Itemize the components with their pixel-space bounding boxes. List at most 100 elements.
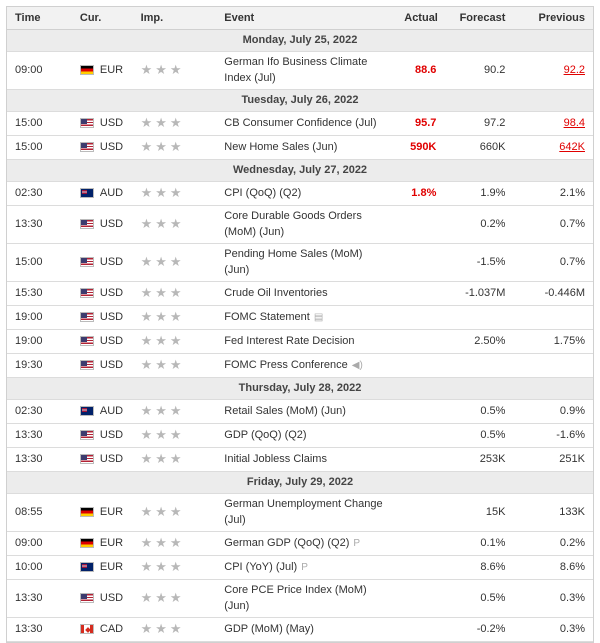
event-title[interactable]: German Ifo Business Climate Index (Jul) xyxy=(224,56,368,84)
event-row[interactable]: 13:30 USD ★★★ Core Durable Goods Orders … xyxy=(7,205,593,244)
preliminary-icon[interactable]: P xyxy=(301,561,308,573)
header-event[interactable]: Event xyxy=(216,7,397,30)
event-name[interactable]: GDP (MoM) (May) xyxy=(216,617,397,642)
event-title[interactable]: CB Consumer Confidence (Jul) xyxy=(224,117,377,129)
header-forecast[interactable]: Forecast xyxy=(444,7,514,30)
event-row[interactable]: 02:30 AUD ★★★ Retail Sales (MoM) (Jun) 0… xyxy=(7,399,593,424)
event-time: 09:00 xyxy=(7,51,72,90)
event-previous: 0.2% xyxy=(513,531,593,556)
economic-calendar: Time Cur. Imp. Event Actual Forecast Pre… xyxy=(6,6,594,643)
event-title[interactable]: Retail Sales (MoM) (Jun) xyxy=(224,405,346,417)
event-row[interactable]: 08:55 EUR ★★★ German Unemployment Change… xyxy=(7,493,593,532)
event-currency: USD xyxy=(71,423,133,448)
event-row[interactable]: 19:00 USD ★★★ FOMC Statement ▤ xyxy=(7,305,593,330)
event-title[interactable]: FOMC Press Conference xyxy=(224,358,348,371)
event-time: 15:00 xyxy=(7,243,72,282)
event-name[interactable]: GDP (QoQ) (Q2) xyxy=(216,423,397,448)
event-name[interactable]: CPI (YoY) (Jul) P xyxy=(216,555,397,580)
header-importance[interactable]: Imp. xyxy=(132,7,217,30)
event-title[interactable]: Core Durable Goods Orders (MoM) (Jun) xyxy=(224,210,362,238)
country-flag-icon xyxy=(79,336,94,346)
event-actual: 95.7 xyxy=(396,111,445,136)
event-title[interactable]: Initial Jobless Claims xyxy=(224,453,327,465)
event-title[interactable]: CPI (YoY) (Jul) xyxy=(224,560,298,573)
document-icon[interactable]: ▤ xyxy=(313,311,324,323)
event-forecast: 1.9% xyxy=(444,181,514,206)
previous-value: 0.3% xyxy=(559,623,585,635)
event-title[interactable]: Crude Oil Inventories xyxy=(224,287,328,299)
event-name[interactable]: FOMC Statement ▤ xyxy=(216,305,397,330)
event-currency: EUR xyxy=(71,531,133,556)
event-currency: CAD xyxy=(71,617,133,642)
event-name[interactable]: German GDP (QoQ) (Q2) P xyxy=(216,531,397,556)
speaker-icon[interactable]: ◀) xyxy=(351,359,363,371)
importance-stars-icon: ★★★ xyxy=(140,356,185,372)
event-title[interactable]: CPI (QoQ) (Q2) xyxy=(224,187,302,199)
event-row[interactable]: 10:00 EUR ★★★ CPI (YoY) (Jul) P 8.6% 8.6% xyxy=(7,555,593,580)
event-name[interactable]: Pending Home Sales (MoM) (Jun) xyxy=(216,243,397,282)
event-title[interactable]: Fed Interest Rate Decision xyxy=(224,335,355,347)
event-title[interactable]: GDP (MoM) (May) xyxy=(224,623,314,635)
event-row[interactable]: 19:00 USD ★★★ Fed Interest Rate Decision… xyxy=(7,329,593,354)
event-importance: ★★★ xyxy=(132,423,217,448)
country-flag-icon xyxy=(79,257,94,267)
event-row[interactable]: 15:30 USD ★★★ Crude Oil Inventories -1.0… xyxy=(7,281,593,306)
event-row[interactable]: 15:00 USD ★★★ New Home Sales (Jun) 590K … xyxy=(7,135,593,160)
event-actual xyxy=(396,305,445,330)
event-title[interactable]: FOMC Statement xyxy=(224,310,310,323)
event-row[interactable]: 13:30 CAD ★★★ GDP (MoM) (May) -0.2% 0.3% xyxy=(7,617,593,642)
event-name[interactable]: Fed Interest Rate Decision xyxy=(216,329,397,354)
event-previous: 98.4 xyxy=(513,111,593,136)
previous-value: 1.75% xyxy=(553,335,585,347)
event-row[interactable]: 19:30 USD ★★★ FOMC Press Conference ◀) xyxy=(7,353,593,378)
event-row[interactable]: 09:00 EUR ★★★ German GDP (QoQ) (Q2) P 0.1… xyxy=(7,531,593,556)
event-name[interactable]: CB Consumer Confidence (Jul) xyxy=(216,111,397,136)
event-title[interactable]: Pending Home Sales (MoM) (Jun) xyxy=(224,248,363,276)
event-row[interactable]: 15:00 USD ★★★ CB Consumer Confidence (Ju… xyxy=(7,111,593,136)
previous-value: 0.2% xyxy=(559,537,585,549)
event-time: 13:30 xyxy=(7,423,72,448)
event-name[interactable]: Initial Jobless Claims xyxy=(216,447,397,472)
importance-stars-icon: ★★★ xyxy=(140,332,185,348)
event-title[interactable]: German Unemployment Change (Jul) xyxy=(224,498,383,526)
previous-value: 2.1% xyxy=(559,187,585,199)
header-previous[interactable]: Previous xyxy=(513,7,593,30)
event-title[interactable]: New Home Sales (Jun) xyxy=(224,141,338,153)
event-previous: 2.1% xyxy=(513,181,593,206)
currency-code: EUR xyxy=(99,64,124,76)
header-currency[interactable]: Cur. xyxy=(71,7,133,30)
event-title[interactable]: German GDP (QoQ) (Q2) xyxy=(224,536,350,549)
event-name[interactable]: German Ifo Business Climate Index (Jul) xyxy=(216,51,397,90)
event-name[interactable]: CPI (QoQ) (Q2) xyxy=(216,181,397,206)
event-forecast: -0.2% xyxy=(444,617,514,642)
event-name[interactable]: Core PCE Price Index (MoM) (Jun) xyxy=(216,579,397,618)
importance-stars-icon: ★★★ xyxy=(140,450,185,466)
event-name[interactable]: New Home Sales (Jun) xyxy=(216,135,397,160)
event-actual xyxy=(396,555,445,580)
preliminary-icon[interactable]: P xyxy=(353,537,361,549)
event-importance: ★★★ xyxy=(132,51,217,90)
event-row[interactable]: 13:30 USD ★★★ GDP (QoQ) (Q2) 0.5% -1.6% xyxy=(7,423,593,448)
header-actual[interactable]: Actual xyxy=(396,7,445,30)
event-forecast: 660K xyxy=(444,135,514,160)
event-row[interactable]: 13:30 USD ★★★ Initial Jobless Claims 253… xyxy=(7,447,593,472)
event-actual xyxy=(396,205,445,244)
event-title[interactable]: Core PCE Price Index (MoM) (Jun) xyxy=(224,584,367,612)
currency-code: CAD xyxy=(99,623,124,635)
event-previous: 8.6% xyxy=(513,555,593,580)
event-name[interactable]: Retail Sales (MoM) (Jun) xyxy=(216,399,397,424)
event-importance: ★★★ xyxy=(132,135,217,160)
importance-stars-icon: ★★★ xyxy=(140,402,185,418)
event-name[interactable]: German Unemployment Change (Jul) xyxy=(216,493,397,532)
event-row[interactable]: 13:30 USD ★★★ Core PCE Price Index (MoM)… xyxy=(7,579,593,618)
event-row[interactable]: 15:00 USD ★★★ Pending Home Sales (MoM) (… xyxy=(7,243,593,282)
event-row[interactable]: 02:30 AUD ★★★ CPI (QoQ) (Q2) 1.8% 1.9% 2… xyxy=(7,181,593,206)
event-title[interactable]: GDP (QoQ) (Q2) xyxy=(224,429,307,441)
event-name[interactable]: Core Durable Goods Orders (MoM) (Jun) xyxy=(216,205,397,244)
currency-code: USD xyxy=(99,429,124,441)
event-row[interactable]: 09:00 EUR ★★★ German Ifo Business Climat… xyxy=(7,51,593,90)
previous-value: -0.446M xyxy=(544,287,585,299)
event-name[interactable]: FOMC Press Conference ◀) xyxy=(216,353,397,378)
header-time[interactable]: Time xyxy=(7,7,72,30)
event-name[interactable]: Crude Oil Inventories xyxy=(216,281,397,306)
